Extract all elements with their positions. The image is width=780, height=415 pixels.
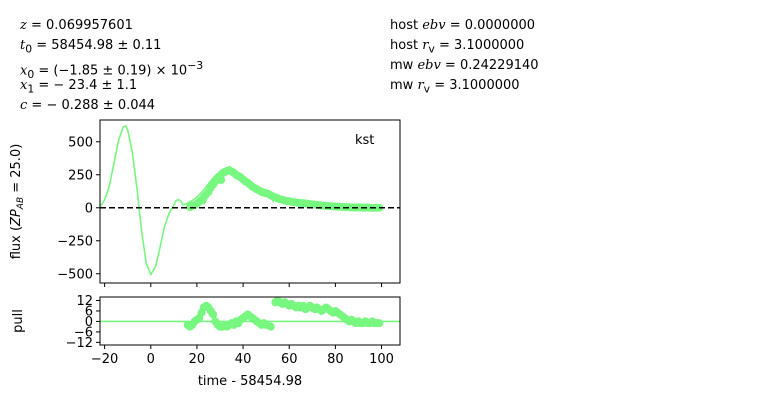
param-mw-rv: mw rv = 3.1000000 [390,78,520,96]
pull-y-axis-label: pull [11,309,26,333]
flux-observations [186,166,384,212]
pull-x-ticks: −20 0 20 40 60 80 100 [91,345,394,367]
param-mw-ebv: mw ebv = 0.24229140 [390,58,539,73]
band-label: kst [355,133,374,148]
flux-x-ticks [104,283,383,287]
pull-y-tick-label: −6 [74,325,93,340]
pull-x-tick-label: 20 [189,352,206,367]
pull-y-tick-label: 0 [85,315,93,330]
x-axis-label: time - 58454.98 [198,374,302,389]
flux-y-tick-label: 500 [68,135,93,150]
pull-y-tick-label: 6 [85,304,93,319]
fit-parameters-right: host ebv = 0.0000000 host rv = 3.1000000… [390,16,539,96]
flux-model-curve [99,124,382,277]
model-curve-line [99,124,382,277]
pull-point [266,322,275,331]
flux-panel: −500 −250 0 250 500 kst flux (ZPAB = 25.0) [9,119,401,287]
flux-y-tick-label: −250 [57,234,93,249]
param-x0: x0 = (−1.85 ± 0.19) × 10−3 [20,59,204,81]
flux-y-axis-label: flux (ZPAB = 25.0) [9,144,26,260]
pull-x-tick-label: 100 [369,352,394,367]
pull-y-tick-label: −12 [66,336,93,351]
flux-axes-frame [99,119,401,284]
fit-parameters-left: z = 0.069957601 t0 = 58454.98 ± 0.11 x0 … [20,16,203,116]
param-t0: t0 = 58454.98 ± 0.11 [20,38,162,56]
pull-point [209,310,218,319]
pull-x-tick-label: −20 [91,352,118,367]
pull-x-tick-label: 80 [327,352,344,367]
flux-y-tick-label: 0 [85,201,93,216]
pull-x-tick-label: 60 [281,352,298,367]
flux-point [217,176,226,185]
flux-y-ticks: −500 −250 0 250 500 [57,135,100,282]
param-x1: x1 = − 23.4 ± 1.1 [20,78,138,96]
pull-y-tick-label: 12 [76,294,93,309]
param-host-rv: host rv = 3.1000000 [390,38,525,56]
pull-point [375,319,384,328]
flux-y-tick-label: −500 [57,267,93,282]
pull-x-tick-label: 0 [147,352,155,367]
param-c: c = − 0.288 ± 0.044 [20,98,156,113]
pull-residuals [183,296,384,331]
flux-y-tick-label: 250 [68,168,93,183]
param-z: z = 0.069957601 [20,18,133,33]
param-host-ebv: host ebv = 0.0000000 [390,18,536,33]
pull-x-tick-label: 40 [235,352,252,367]
